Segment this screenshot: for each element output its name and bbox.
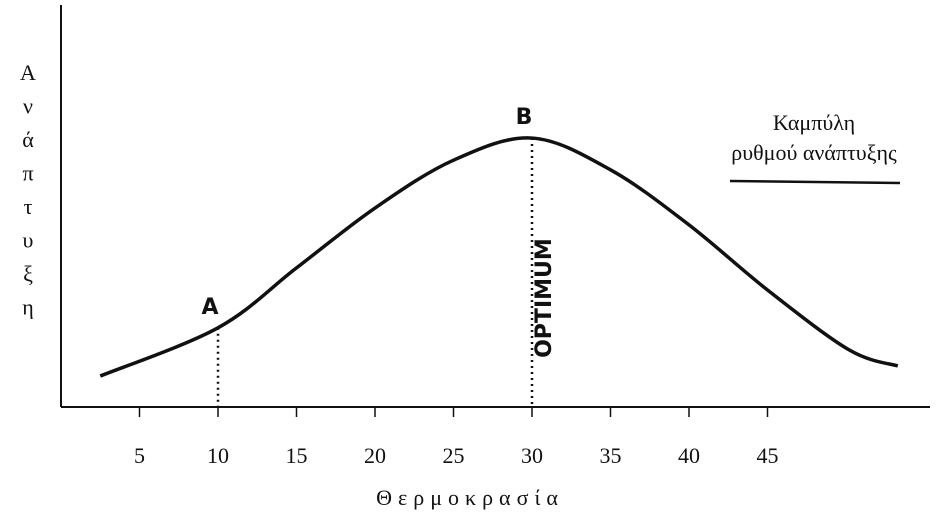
curve xyxy=(99,136,899,378)
x-tick-label: 35 xyxy=(600,443,622,468)
x-tick-label: 5 xyxy=(134,443,145,468)
x-tick-label: 25 xyxy=(443,443,465,468)
x-tick-label: 15 xyxy=(286,443,308,468)
annotation: B xyxy=(516,105,533,130)
x-tick-label: 10 xyxy=(207,443,229,468)
x-tick-label: 30 xyxy=(521,443,543,468)
legend-line xyxy=(729,179,901,185)
x-tick-label: 40 xyxy=(678,443,700,468)
x-tick-label: 20 xyxy=(364,443,386,468)
annotation: A xyxy=(201,295,218,320)
x-tick-label: 45 xyxy=(757,443,779,468)
legend-label: Καμπύλη ρυθμού ανάπτυξης xyxy=(731,110,897,165)
annotation: OPTIMUM xyxy=(532,238,557,358)
x-axis-label: Θερμοκρασία xyxy=(376,485,564,510)
